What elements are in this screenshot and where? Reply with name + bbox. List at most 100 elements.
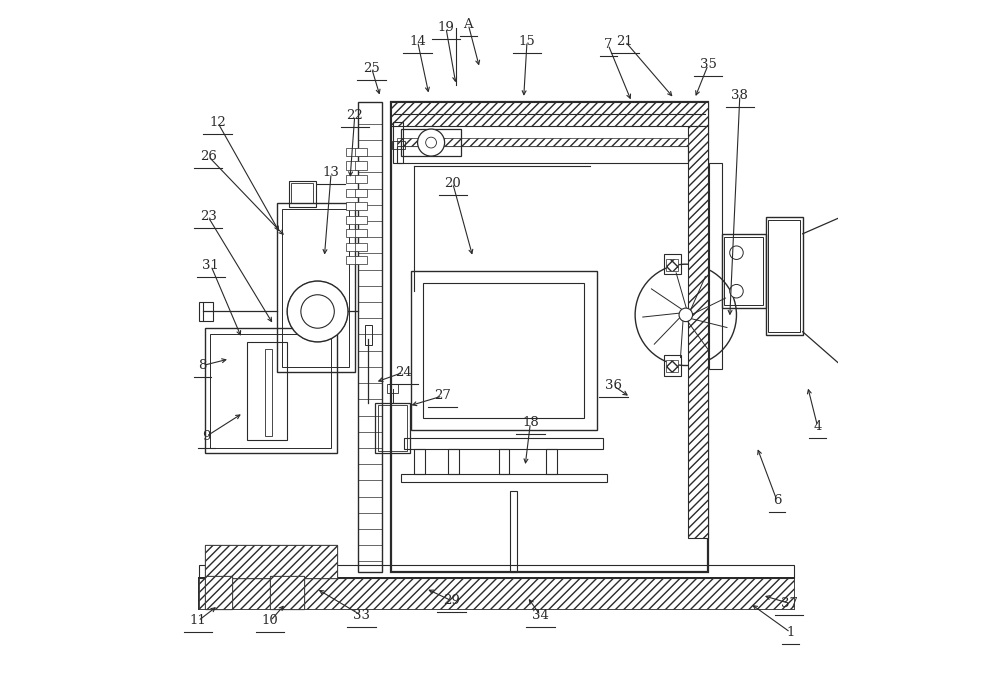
Text: 9: 9	[202, 430, 210, 443]
Bar	[499, 449, 509, 474]
Bar	[355, 188, 367, 196]
Bar	[247, 342, 287, 440]
Bar	[355, 229, 367, 237]
Bar	[358, 102, 382, 571]
Circle shape	[426, 137, 436, 148]
Bar	[355, 175, 367, 183]
Bar	[411, 271, 597, 430]
Bar	[666, 259, 678, 271]
Bar	[355, 242, 367, 250]
Text: 1: 1	[786, 626, 795, 639]
Circle shape	[730, 246, 743, 259]
Bar	[448, 449, 459, 474]
Text: 14: 14	[409, 35, 426, 48]
Bar	[205, 576, 232, 609]
Bar	[510, 491, 517, 571]
Bar	[205, 328, 337, 454]
Bar	[766, 217, 803, 335]
Bar	[546, 449, 557, 474]
Bar	[199, 578, 794, 609]
Circle shape	[418, 129, 445, 156]
Text: 11: 11	[190, 615, 206, 628]
Bar	[346, 175, 358, 183]
Text: 8: 8	[199, 359, 207, 372]
Text: 34: 34	[532, 609, 549, 622]
Bar	[378, 406, 407, 451]
Bar	[664, 355, 681, 376]
Bar	[688, 126, 708, 538]
Bar	[355, 162, 367, 170]
Bar	[355, 202, 367, 210]
Bar	[199, 565, 794, 578]
Text: 6: 6	[773, 494, 781, 507]
Circle shape	[679, 308, 693, 322]
Text: 7: 7	[604, 38, 612, 51]
Bar	[375, 403, 410, 454]
Text: 27: 27	[434, 389, 451, 402]
Bar	[355, 148, 367, 156]
Circle shape	[730, 284, 743, 298]
Text: 23: 23	[200, 211, 217, 223]
Bar	[199, 302, 213, 321]
Text: 20: 20	[444, 177, 461, 190]
Bar	[397, 138, 688, 146]
Bar	[205, 544, 337, 578]
Text: 29: 29	[443, 594, 460, 607]
Bar	[724, 237, 763, 305]
Text: 10: 10	[262, 615, 279, 628]
Text: 19: 19	[438, 21, 454, 35]
Bar	[397, 146, 688, 163]
Bar	[401, 129, 461, 156]
Text: 13: 13	[323, 167, 340, 179]
Bar	[346, 202, 358, 210]
Bar	[277, 203, 355, 372]
Text: 15: 15	[519, 35, 535, 48]
Bar	[210, 334, 331, 448]
Bar	[365, 325, 372, 345]
Bar	[355, 256, 367, 264]
Text: 21: 21	[617, 35, 633, 48]
Text: 31: 31	[202, 259, 219, 272]
Bar	[265, 349, 272, 437]
Text: 22: 22	[346, 109, 363, 122]
Bar	[392, 141, 405, 150]
Text: 4: 4	[813, 420, 822, 433]
Bar	[282, 209, 349, 367]
Bar	[270, 576, 304, 609]
Bar	[722, 234, 766, 308]
Text: 26: 26	[200, 150, 217, 162]
Bar	[346, 256, 358, 264]
Text: 24: 24	[395, 366, 412, 378]
Text: 25: 25	[363, 62, 380, 74]
Bar	[404, 439, 603, 449]
Bar	[205, 576, 232, 609]
Bar	[664, 254, 681, 274]
Bar	[423, 283, 584, 418]
Bar	[346, 148, 358, 156]
Bar	[391, 102, 708, 571]
Bar	[346, 188, 358, 196]
Text: 38: 38	[731, 89, 748, 102]
Bar	[401, 474, 607, 483]
Bar	[414, 449, 425, 474]
Circle shape	[287, 281, 348, 342]
Text: 12: 12	[209, 116, 226, 129]
Bar	[355, 215, 367, 223]
Bar	[346, 162, 358, 170]
Text: A: A	[463, 18, 473, 31]
Bar	[346, 215, 358, 223]
Bar	[289, 181, 316, 206]
Text: 18: 18	[522, 416, 539, 429]
Bar	[270, 576, 304, 609]
Text: 35: 35	[700, 58, 717, 71]
Bar	[666, 360, 678, 372]
Bar	[387, 385, 398, 393]
Text: 33: 33	[353, 609, 370, 622]
Bar	[709, 163, 722, 369]
Text: 37: 37	[781, 597, 798, 610]
Bar	[205, 544, 337, 578]
Wedge shape	[287, 281, 348, 342]
Bar	[199, 578, 794, 609]
Bar	[768, 220, 800, 332]
Bar	[346, 229, 358, 237]
